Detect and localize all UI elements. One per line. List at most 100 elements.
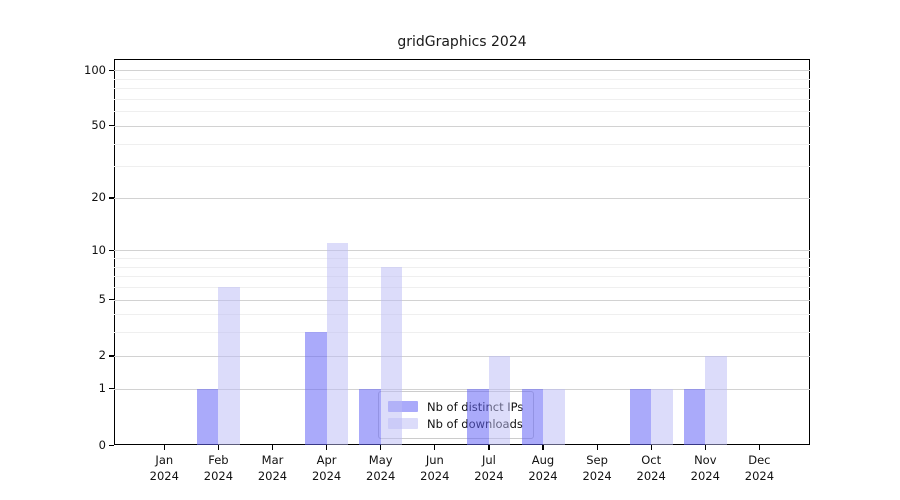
major-gridline — [114, 125, 810, 127]
minor-gridline — [114, 276, 810, 278]
major-gridline — [114, 388, 810, 390]
x-tick-mark — [380, 445, 382, 450]
x-tick-label: Nov 2024 — [677, 453, 733, 484]
y-tick-label: 0 — [98, 437, 106, 452]
major-gridline — [114, 355, 810, 357]
major-gridline — [114, 197, 810, 199]
x-tick-label: Jun 2024 — [407, 453, 463, 484]
y-tick-label: 50 — [91, 118, 106, 133]
minor-gridline — [114, 314, 810, 316]
bar-downloads — [705, 355, 727, 445]
x-tick-year: 2024 — [420, 468, 450, 483]
y-tick-mark — [109, 197, 114, 199]
x-tick-mark — [217, 445, 220, 450]
minor-gridline — [114, 332, 810, 334]
x-tick-month: Jan — [155, 453, 174, 467]
x-tick-label: Aug 2024 — [515, 453, 571, 484]
bar-distinct-ips — [196, 388, 219, 445]
minor-gridline — [114, 258, 810, 259]
x-tick-mark — [326, 445, 328, 450]
y-tick-mark — [109, 125, 114, 127]
y-tick-label: 10 — [91, 242, 106, 257]
x-tick-mark — [758, 445, 761, 450]
x-tick-month: Oct — [641, 453, 662, 467]
x-tick-year: 2024 — [582, 468, 612, 483]
x-tick-mark — [596, 445, 598, 450]
x-tick-year: 2024 — [311, 468, 342, 483]
x-tick-label: Apr 2024 — [299, 453, 355, 484]
x-tick-year: 2024 — [366, 468, 396, 483]
x-tick-mark — [542, 445, 544, 450]
x-tick-label: Oct 2024 — [623, 453, 679, 484]
x-tick-year: 2024 — [257, 468, 288, 483]
x-tick-month: Nov — [694, 453, 717, 467]
chart-title: gridGraphics 2024 — [397, 34, 527, 50]
bar-downloads — [488, 355, 511, 445]
bar-downloads — [380, 266, 403, 445]
x-tick-label: May 2024 — [353, 453, 409, 484]
bar-distinct-ips — [467, 388, 489, 445]
legend-swatch — [388, 401, 418, 412]
x-tick-label: Sep 2024 — [569, 453, 625, 484]
x-tick-mark — [704, 445, 706, 450]
x-tick-mark — [271, 445, 274, 450]
y-tick-mark — [109, 249, 114, 252]
x-tick-label: Jul 2024 — [461, 453, 517, 484]
x-tick-year: 2024 — [203, 468, 234, 483]
x-tick-month: Jun — [425, 453, 444, 467]
bar-downloads — [651, 388, 673, 445]
x-tick-label: Feb 2024 — [190, 453, 246, 484]
bar-distinct-ips — [629, 388, 652, 445]
y-tick-mark — [109, 355, 114, 357]
minor-gridline — [114, 266, 810, 268]
y-tick-label: 2 — [98, 348, 106, 363]
x-tick-month: Mar — [261, 453, 284, 467]
x-tick-mark — [434, 445, 436, 450]
x-tick-label: Dec 2024 — [731, 453, 787, 484]
major-gridline — [114, 250, 810, 252]
x-tick-year: 2024 — [744, 468, 775, 483]
bar-distinct-ips — [683, 388, 706, 445]
bar-distinct-ips — [359, 388, 381, 445]
x-tick-month: Apr — [316, 453, 337, 467]
x-tick-month: Feb — [208, 453, 229, 467]
x-tick-label: Jan 2024 — [136, 453, 192, 484]
x-tick-month: Sep — [586, 453, 608, 467]
x-tick-mark — [163, 445, 165, 450]
y-tick-label: 20 — [91, 190, 106, 205]
y-tick-mark — [109, 299, 114, 301]
major-gridline — [114, 70, 810, 72]
minor-gridline — [114, 78, 810, 80]
x-tick-month: Aug — [531, 453, 555, 467]
y-tick-label: 100 — [84, 62, 106, 77]
minor-gridline — [114, 88, 810, 90]
x-tick-month: May — [368, 453, 393, 467]
y-tick-mark — [109, 69, 114, 71]
bar-downloads — [218, 287, 240, 445]
bar-distinct-ips — [305, 332, 327, 445]
x-tick-year: 2024 — [474, 468, 504, 483]
y-tick-mark — [109, 388, 114, 390]
minor-gridline — [114, 98, 810, 100]
minor-gridline — [114, 111, 810, 113]
x-tick-month: Dec — [748, 453, 771, 467]
minor-gridline — [114, 166, 810, 168]
x-tick-month: Jul — [481, 453, 496, 467]
x-tick-label: Mar 2024 — [245, 453, 301, 484]
bar-distinct-ips — [521, 388, 543, 445]
x-tick-year: 2024 — [149, 468, 179, 483]
legend-swatch — [388, 418, 418, 429]
x-tick-year: 2024 — [528, 468, 558, 483]
x-tick-mark — [650, 445, 652, 450]
minor-gridline — [114, 287, 810, 288]
y-tick-mark — [109, 444, 114, 446]
x-tick-year: 2024 — [636, 468, 666, 483]
major-gridline — [114, 299, 810, 301]
bar-downloads — [543, 388, 565, 445]
minor-gridline — [114, 143, 810, 145]
bar-downloads — [326, 243, 349, 445]
x-tick-mark — [488, 445, 490, 450]
x-tick-year: 2024 — [690, 468, 720, 483]
